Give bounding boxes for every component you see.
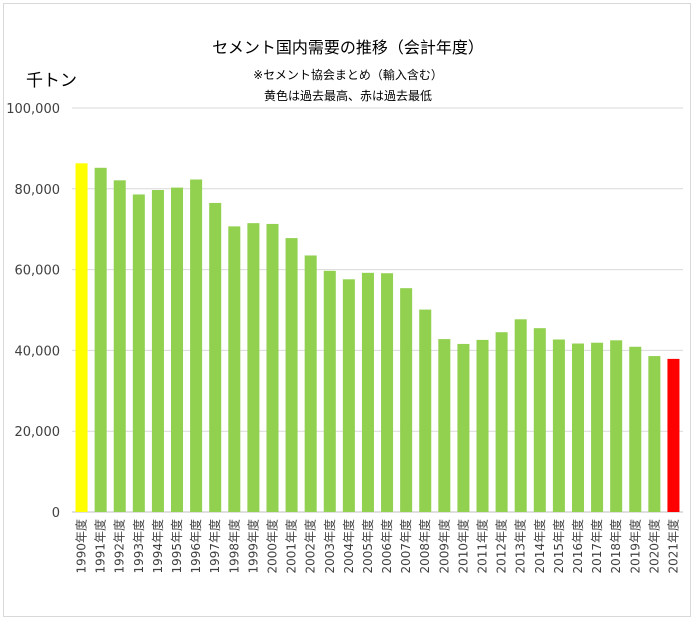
x-tick-label: 2016年度 <box>570 519 585 574</box>
x-tick-label: 2002年度 <box>303 519 318 574</box>
x-tick-label: 2019年度 <box>627 519 642 574</box>
x-tick-label: 2000年度 <box>264 519 279 574</box>
x-tick-label: 1996年度 <box>188 519 203 574</box>
x-tick-label: 2011年度 <box>475 519 490 574</box>
y-tick-label: 60,000 <box>15 264 61 279</box>
x-tick-label: 2007年度 <box>398 519 413 574</box>
bar <box>209 202 222 512</box>
x-tick-label: 1997年度 <box>207 519 222 574</box>
x-tick-label: 2009年度 <box>436 519 451 574</box>
bar <box>151 190 164 512</box>
x-tick-label: 2010年度 <box>455 519 470 574</box>
y-tick-label: 0 <box>52 506 60 521</box>
x-tick-label: 2001年度 <box>284 519 299 574</box>
x-tick-label: 2018年度 <box>608 519 623 574</box>
bar <box>190 179 203 512</box>
x-tick-label: 2003年度 <box>322 519 337 574</box>
bar <box>400 288 413 512</box>
bar <box>667 358 680 512</box>
bar <box>610 340 623 512</box>
chart-title: セメント国内需要の推移（会計年度） <box>212 38 484 57</box>
bar <box>323 270 336 512</box>
x-tick-label: 2012年度 <box>494 519 509 574</box>
x-tick-label: 1992年度 <box>112 519 127 574</box>
bar <box>648 356 661 512</box>
bar <box>171 187 184 512</box>
x-tick-label: 1998年度 <box>226 519 241 574</box>
x-tick-label: 1991年度 <box>93 519 108 574</box>
bar <box>247 223 260 512</box>
bar <box>419 309 432 512</box>
bar <box>495 332 508 512</box>
chart-subtitle-color-note: 黄色は過去最高、赤は過去最低 <box>263 89 432 103</box>
bar <box>476 339 489 512</box>
bar <box>75 163 88 512</box>
y-axis-unit-label: 千トン <box>26 71 77 91</box>
y-tick-label: 40,000 <box>15 344 61 359</box>
bar <box>571 343 584 512</box>
bar <box>266 223 279 512</box>
x-tick-label: 2020年度 <box>646 519 661 574</box>
bar <box>381 273 394 512</box>
x-tick-label: 2008年度 <box>417 519 432 574</box>
x-tick-label: 1993年度 <box>131 519 146 574</box>
bar <box>457 343 470 512</box>
x-tick-label: 2004年度 <box>341 519 356 574</box>
x-tick-label: 2017年度 <box>589 519 604 574</box>
x-tick-label: 1994年度 <box>150 519 165 574</box>
bar <box>304 255 317 512</box>
x-tick-label: 2013年度 <box>513 519 528 574</box>
bar <box>94 167 107 513</box>
bar <box>591 342 604 512</box>
bar <box>438 339 451 512</box>
bar <box>629 346 642 512</box>
bar <box>514 319 527 512</box>
chart-subtitle-source: ※セメント協会まとめ（輸入含む） <box>253 68 443 82</box>
bar <box>533 328 546 512</box>
bar <box>228 226 241 512</box>
x-tick-label: 1999年度 <box>245 519 260 574</box>
x-tick-label: 2014年度 <box>532 519 547 574</box>
x-tick-label: 1990年度 <box>74 519 89 574</box>
x-tick-label: 2015年度 <box>551 519 566 574</box>
y-tick-label: 20,000 <box>15 425 61 440</box>
x-tick-label: 2021年度 <box>665 519 680 574</box>
x-tick-label: 2006年度 <box>379 519 394 574</box>
x-tick-label: 1995年度 <box>169 519 184 574</box>
bar <box>285 238 298 512</box>
bar <box>113 180 126 513</box>
bar <box>132 194 145 512</box>
y-tick-label: 80,000 <box>15 183 61 198</box>
x-tick-label: 2005年度 <box>360 519 375 574</box>
bar <box>552 339 565 512</box>
y-tick-label: 100,000 <box>6 102 60 117</box>
bar <box>342 279 355 512</box>
bar <box>361 272 374 512</box>
